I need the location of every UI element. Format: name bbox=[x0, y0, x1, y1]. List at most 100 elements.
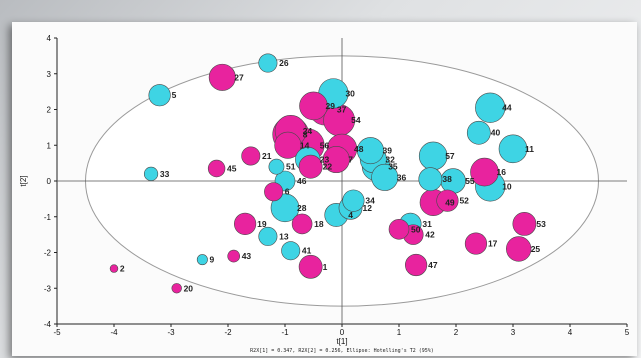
y-tick-label: 4 bbox=[47, 34, 52, 43]
point-label-46: 46 bbox=[297, 176, 307, 186]
point-39[interactable] bbox=[356, 137, 384, 165]
x-tick-label: 0 bbox=[340, 328, 345, 337]
point-40[interactable] bbox=[466, 120, 491, 145]
point-label-28: 28 bbox=[297, 203, 307, 213]
score-plot-panel: -5 -4 -3 -2 -1 0 1 2 3 4 5 -4 -3 -2 -1 0 1 2 3 4 1 2 4 5 6 7 8 9 10… bbox=[12, 22, 637, 356]
point-27[interactable] bbox=[208, 63, 236, 91]
point-label-1: 1 bbox=[323, 262, 328, 272]
point-20[interactable] bbox=[171, 283, 182, 294]
point-label-44: 44 bbox=[502, 103, 512, 113]
x-tick-label: -2 bbox=[224, 328, 232, 337]
point-7[interactable] bbox=[322, 146, 350, 174]
point-33[interactable] bbox=[143, 166, 159, 181]
point-label-19: 19 bbox=[257, 219, 267, 229]
point-label-25: 25 bbox=[531, 244, 541, 254]
point-16[interactable] bbox=[470, 157, 499, 187]
y-tick-label: -3 bbox=[44, 284, 52, 293]
point-18[interactable] bbox=[291, 213, 313, 235]
point-label-7: 7 bbox=[348, 155, 353, 165]
point-label-20: 20 bbox=[184, 283, 194, 293]
point-label-13: 13 bbox=[279, 231, 289, 241]
point-label-50: 50 bbox=[411, 224, 421, 234]
point-label-32: 32 bbox=[385, 155, 395, 165]
point-label-37: 37 bbox=[337, 105, 347, 115]
point-44[interactable] bbox=[475, 92, 506, 123]
point-45[interactable] bbox=[207, 159, 226, 178]
point-6[interactable] bbox=[264, 182, 284, 202]
point-label-56: 56 bbox=[320, 140, 330, 150]
point-label-52: 52 bbox=[459, 196, 469, 206]
point-34[interactable] bbox=[342, 189, 365, 212]
point-52[interactable] bbox=[436, 189, 459, 212]
x-tick-label: 3 bbox=[511, 328, 516, 337]
point-label-5: 5 bbox=[172, 90, 177, 100]
point-36[interactable] bbox=[371, 163, 399, 191]
point-11[interactable] bbox=[498, 134, 528, 164]
point-label-26: 26 bbox=[279, 58, 289, 68]
point-label-27: 27 bbox=[234, 72, 244, 82]
point-14[interactable] bbox=[274, 131, 302, 159]
point-label-54: 54 bbox=[351, 115, 361, 125]
point-1[interactable] bbox=[298, 254, 323, 279]
y-tick-label: 3 bbox=[47, 70, 52, 79]
point-51[interactable] bbox=[268, 158, 285, 175]
point-label-14: 14 bbox=[300, 140, 310, 150]
point-label-57: 57 bbox=[445, 151, 455, 161]
point-label-31: 31 bbox=[422, 219, 432, 229]
y-tick-label: 0 bbox=[47, 177, 52, 186]
point-53[interactable] bbox=[512, 211, 537, 236]
x-tick-label: 1 bbox=[397, 328, 402, 337]
point-label-39: 39 bbox=[383, 146, 393, 156]
point-label-49: 49 bbox=[445, 197, 455, 207]
point-label-38: 38 bbox=[442, 174, 452, 184]
point-2[interactable] bbox=[109, 264, 119, 273]
point-5[interactable] bbox=[148, 84, 171, 107]
point-41[interactable] bbox=[281, 241, 301, 261]
point-label-55: 55 bbox=[465, 176, 475, 186]
point-label-23: 23 bbox=[320, 155, 330, 165]
point-label-2: 2 bbox=[120, 264, 125, 274]
point-9[interactable] bbox=[196, 254, 208, 266]
point-label-21: 21 bbox=[262, 151, 272, 161]
point-label-8: 8 bbox=[303, 130, 308, 140]
point-43[interactable] bbox=[227, 249, 240, 263]
point-26[interactable] bbox=[258, 53, 278, 73]
point-57[interactable] bbox=[418, 141, 448, 171]
point-label-45: 45 bbox=[227, 163, 237, 173]
point-label-33: 33 bbox=[160, 169, 170, 179]
point-label-36: 36 bbox=[397, 172, 407, 182]
point-38[interactable] bbox=[418, 167, 443, 192]
point-label-48: 48 bbox=[354, 144, 364, 154]
x-tick-label: -3 bbox=[167, 328, 175, 337]
point-label-51: 51 bbox=[286, 162, 296, 172]
point-29[interactable] bbox=[299, 91, 328, 121]
point-17[interactable] bbox=[464, 232, 488, 255]
point-21[interactable] bbox=[241, 146, 261, 166]
point-label-6: 6 bbox=[285, 187, 290, 197]
point-label-24: 24 bbox=[303, 126, 313, 136]
plot-footnote: R2X[1] = 0.347, R2X[2] = 0.256, Ellipse:… bbox=[250, 348, 434, 354]
point-label-35: 35 bbox=[388, 162, 398, 172]
y-axis-title: t[2] bbox=[19, 175, 28, 186]
point-label-42: 42 bbox=[425, 230, 435, 240]
point-13[interactable] bbox=[258, 226, 278, 246]
point-label-10: 10 bbox=[502, 181, 512, 191]
x-tick-label: -5 bbox=[53, 328, 61, 337]
y-tick-label: 2 bbox=[47, 106, 52, 115]
point-label-22: 22 bbox=[323, 162, 333, 172]
point-47[interactable] bbox=[405, 253, 428, 277]
point-50[interactable] bbox=[388, 218, 410, 240]
point-19[interactable] bbox=[234, 212, 257, 235]
point-label-12: 12 bbox=[363, 203, 373, 213]
point-label-30: 30 bbox=[345, 88, 355, 98]
point-28[interactable] bbox=[270, 193, 300, 223]
point-label-47: 47 bbox=[428, 260, 438, 270]
point-22[interactable] bbox=[298, 154, 323, 179]
x-tick-label: 4 bbox=[568, 328, 573, 337]
point-label-18: 18 bbox=[314, 219, 324, 229]
point-25[interactable] bbox=[506, 236, 532, 262]
y-tick-label: -1 bbox=[44, 213, 52, 222]
x-tick-label: 5 bbox=[625, 328, 630, 337]
